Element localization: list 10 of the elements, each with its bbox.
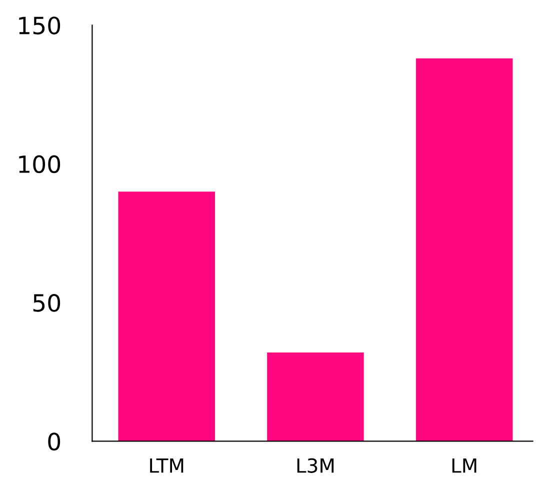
y-tick-label: 150 [19, 16, 60, 34]
y-tick-label: 0 [48, 432, 60, 451]
bar [118, 192, 215, 442]
bar [416, 58, 513, 442]
y-tick-label: 50 [33, 294, 60, 312]
x-tick-label: L3M [297, 458, 334, 473]
x-tick-label: LTM [150, 458, 184, 473]
bar [267, 352, 364, 442]
y-tick-label: 100 [19, 155, 60, 174]
x-tick-label: LM [452, 458, 476, 473]
